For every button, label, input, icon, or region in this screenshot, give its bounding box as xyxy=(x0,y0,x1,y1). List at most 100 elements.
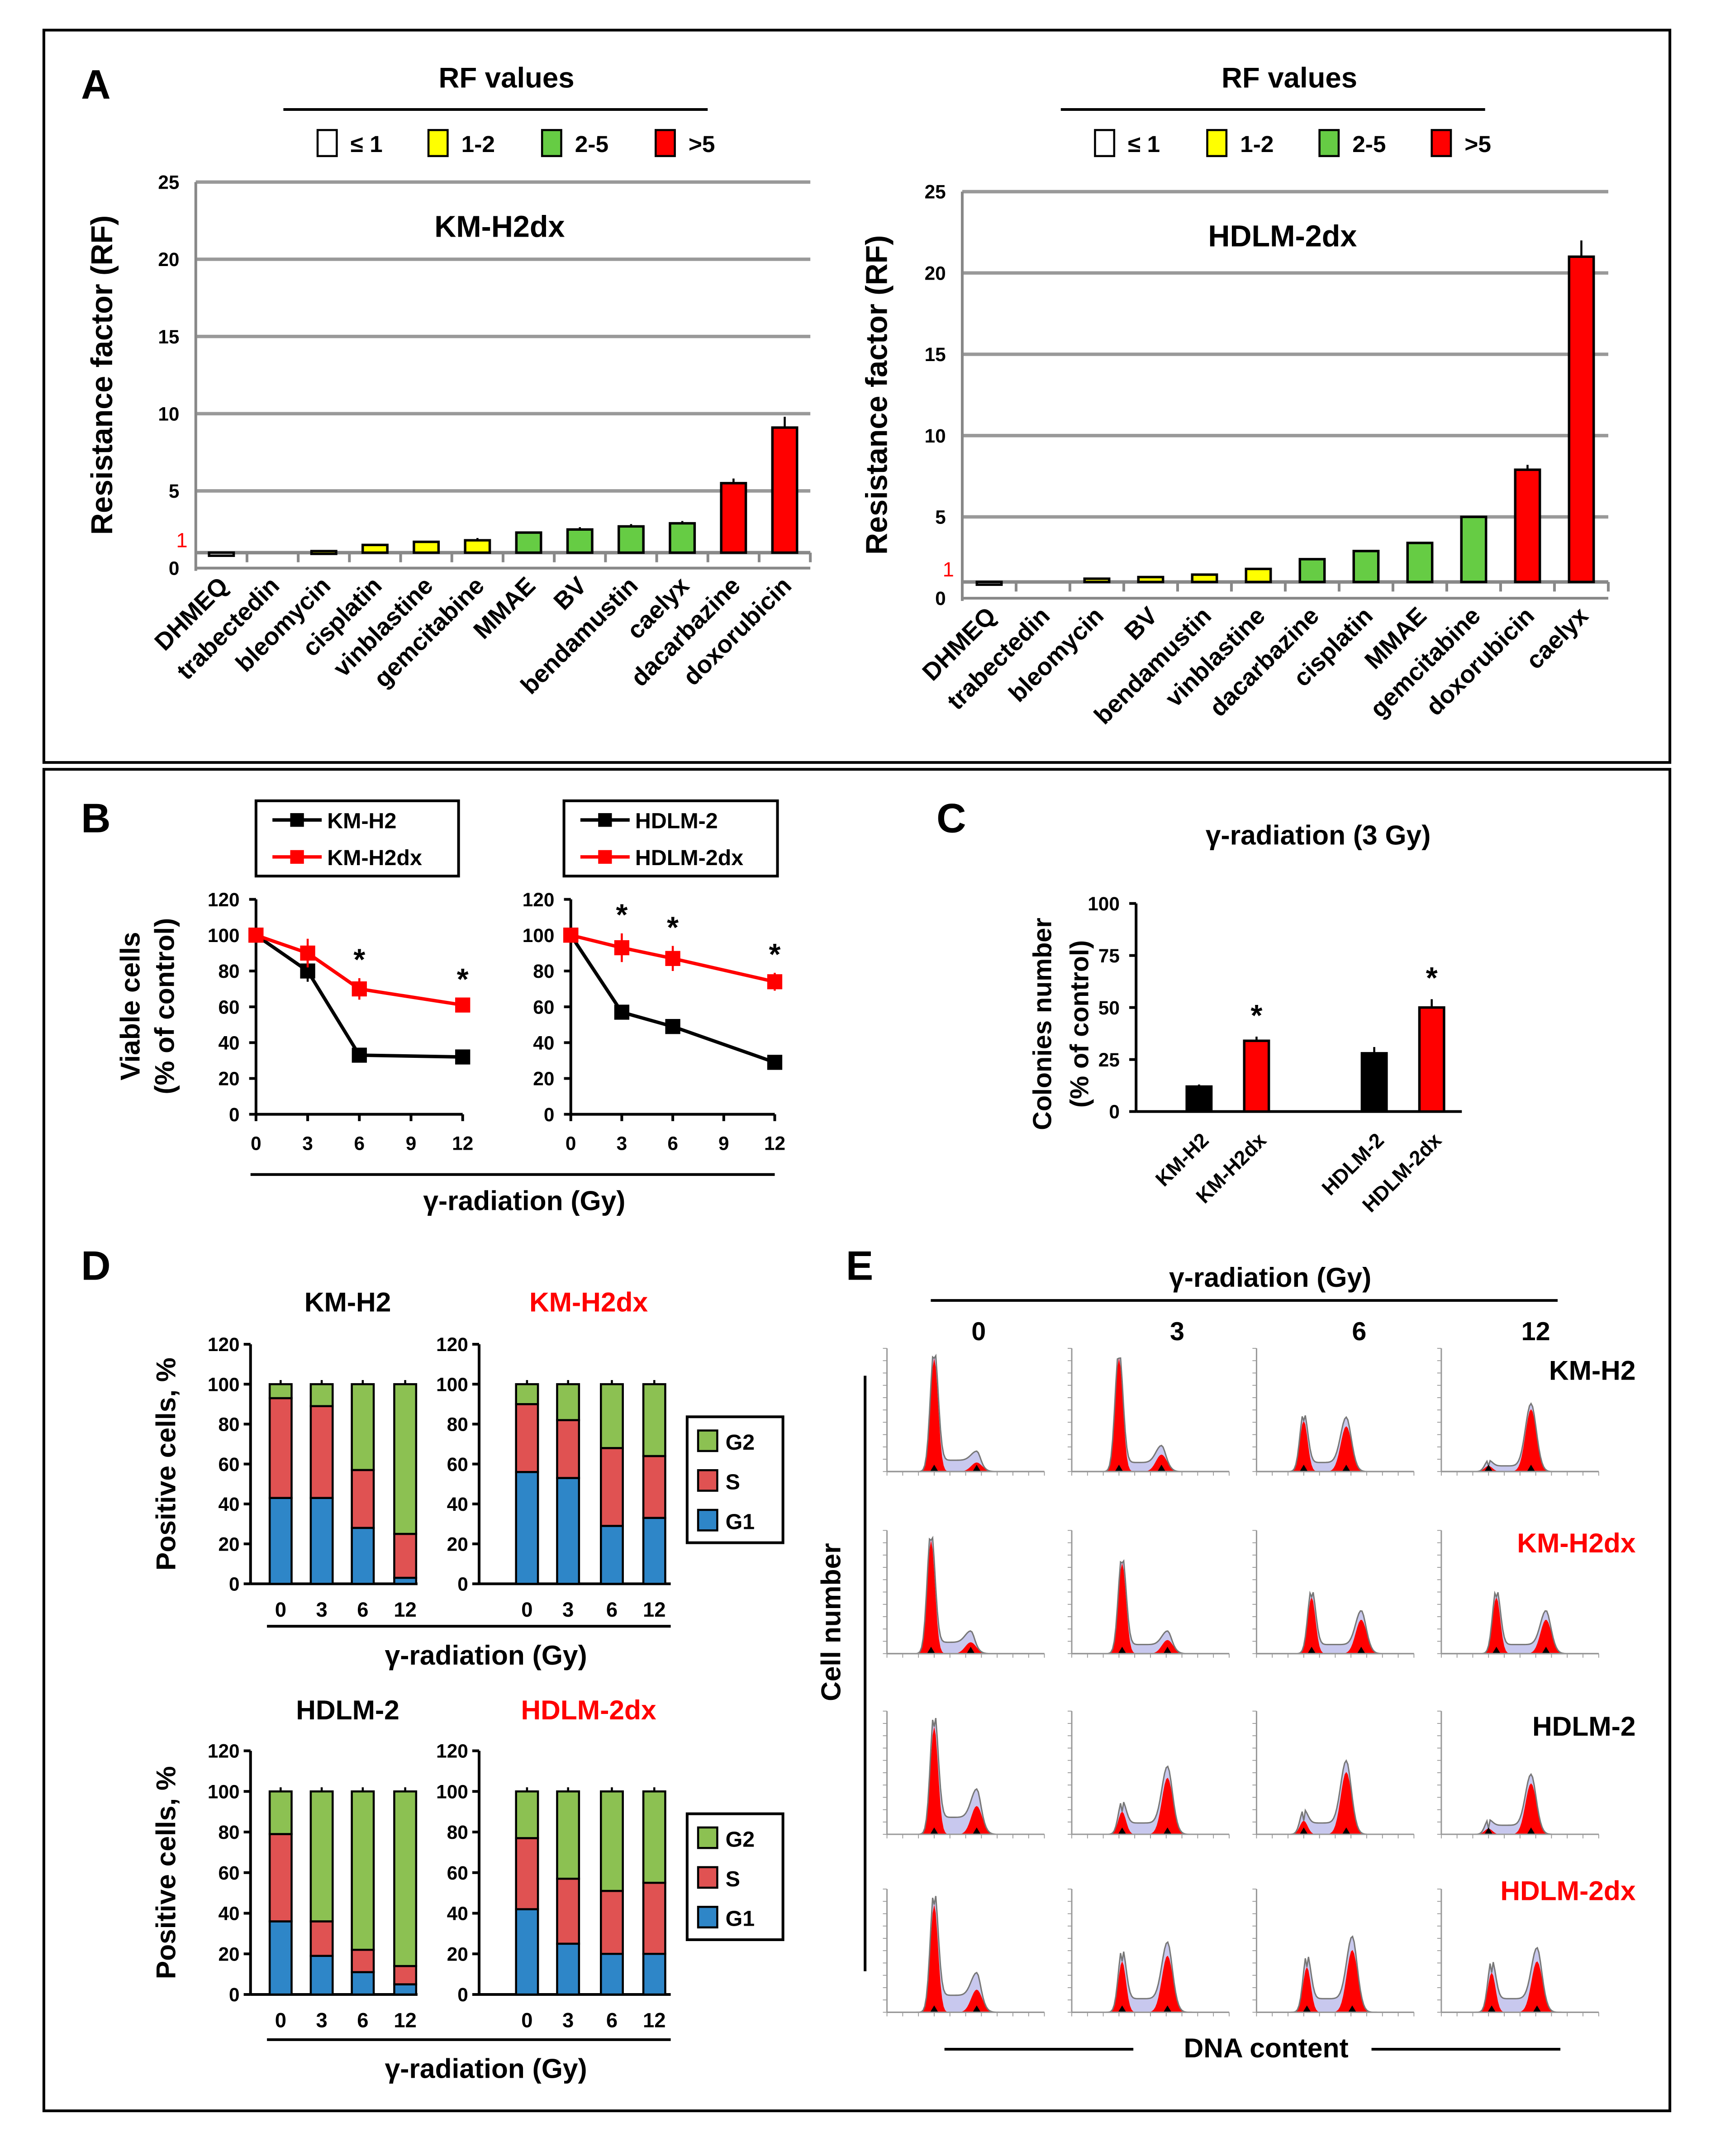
y-tick-label: 20 xyxy=(533,1068,554,1090)
baseline-label: 1 xyxy=(176,528,187,552)
legend-title: RF values xyxy=(438,62,574,94)
column-label: 0 xyxy=(971,1317,986,1346)
x-tick-label: 3 xyxy=(562,1598,574,1621)
s-phase-area xyxy=(1256,1415,1414,1472)
bar-segment-G1 xyxy=(393,1983,418,1996)
x-tick-label: 0 xyxy=(275,2009,286,2032)
significance-marker: * xyxy=(769,938,781,971)
legend-label: ≤ 1 xyxy=(1128,131,1160,157)
y-tick-label: 60 xyxy=(218,1454,239,1475)
panel-bcde-frame xyxy=(42,768,1672,2113)
data-point xyxy=(665,1019,680,1034)
significance-marker: * xyxy=(667,911,679,944)
data-point xyxy=(563,928,579,943)
x-tick-label: 12 xyxy=(394,2009,416,2032)
x-axis-title: γ-radiation (Gy) xyxy=(385,1640,587,1671)
bar-BV xyxy=(1137,576,1164,583)
bar-segment-G1 xyxy=(268,1920,293,1996)
bar-segment-S xyxy=(351,1949,375,1973)
bar-segment-S xyxy=(642,1455,666,1519)
bar-segment-S xyxy=(393,1533,418,1579)
bar-vinblastine xyxy=(413,540,440,554)
column-label: 6 xyxy=(1352,1317,1366,1346)
y-tick-label: 5 xyxy=(935,507,946,528)
legend-swatch-G1 xyxy=(697,1509,718,1532)
row-label: HDLM-2dx xyxy=(1500,1875,1635,1906)
legend-box xyxy=(254,799,460,878)
legend-label: 1-2 xyxy=(461,131,495,157)
y-tick-label: 25 xyxy=(925,181,946,203)
bar-segment-S xyxy=(556,1877,580,1945)
bar-segment-S xyxy=(515,1403,539,1473)
chart-title: HDLM-2dx xyxy=(521,1694,656,1725)
series-line-HDLM-2dx xyxy=(570,933,775,984)
bar-segment-G2 xyxy=(393,1383,418,1535)
data-point xyxy=(455,997,471,1013)
legend-label: G2 xyxy=(726,1827,755,1851)
bar-dacarbazine xyxy=(1298,558,1326,583)
chart-title: HDLM-2dx xyxy=(1208,220,1357,253)
y-tick-label: 60 xyxy=(218,996,239,1018)
y-tick-label: 20 xyxy=(218,1533,239,1555)
dna-histogram xyxy=(887,1718,1045,1835)
dna-histogram xyxy=(1256,1759,1414,1835)
bar-segment-G2 xyxy=(515,1790,539,1839)
legend-swatch-0 xyxy=(1094,129,1116,157)
legend-label: G1 xyxy=(726,1907,755,1931)
bar-DHMEQ xyxy=(975,581,1003,586)
bar-segment-S xyxy=(268,1397,293,1499)
y-tick-label: 40 xyxy=(218,1903,239,1924)
bar-bendamustin xyxy=(1191,573,1218,583)
y-tick-label: 20 xyxy=(158,249,179,270)
bar-segment-S xyxy=(351,1469,375,1529)
bar-HDLM-2dx xyxy=(1418,1006,1445,1113)
y-tick-label: 0 xyxy=(1109,1101,1120,1123)
y-tick-label: 0 xyxy=(935,588,946,609)
y-tick-label: 120 xyxy=(523,889,555,910)
x-tick-label: 3 xyxy=(562,2009,574,2032)
data-point xyxy=(614,1004,630,1020)
category-label: caelyx xyxy=(1521,602,1593,675)
bar-bleomycin xyxy=(310,550,337,555)
s-phase-area xyxy=(1441,1403,1599,1472)
y-tick-label: 0 xyxy=(457,1574,468,1595)
bar-segment-G2 xyxy=(393,1790,418,1967)
bar-segment-G1 xyxy=(600,1952,624,1996)
dna-histogram xyxy=(1441,1947,1599,2013)
panel-label-e: E xyxy=(846,1243,874,1289)
legend-marker xyxy=(290,813,304,827)
row-label: HDLM-2 xyxy=(1532,1711,1636,1742)
bar-KM-H2dx xyxy=(1243,1039,1270,1113)
s-phase-area xyxy=(1072,1766,1229,1835)
x-axis-title: DNA content xyxy=(1184,2032,1349,2063)
s-phase-area xyxy=(887,1896,1045,2013)
y-tick-label: 120 xyxy=(436,1741,468,1762)
legend-label: KM-H2dx xyxy=(327,846,422,870)
bar-segment-G1 xyxy=(309,1955,334,1996)
y-tick-label: 80 xyxy=(218,1822,239,1843)
y-tick-label: 100 xyxy=(208,925,240,946)
category-label: BV xyxy=(1119,602,1163,646)
legend-label: HDLM-2 xyxy=(635,809,718,833)
y-tick-label: 5 xyxy=(169,481,180,502)
histogram-outline xyxy=(1072,1357,1229,1472)
s-phase-area xyxy=(1072,1358,1229,1472)
significance-marker: * xyxy=(616,899,627,932)
legend-swatch-1 xyxy=(427,129,449,157)
legend-swatch-3 xyxy=(1431,129,1452,157)
bar-bendamustin xyxy=(618,525,645,554)
x-tick-label: 3 xyxy=(302,1133,313,1154)
bar-HDLM-2 xyxy=(1360,1052,1388,1113)
bar-segment-S xyxy=(515,1837,539,1910)
y-tick-label: 100 xyxy=(208,1374,240,1395)
y-tick-label: 0 xyxy=(457,1984,468,2005)
y-tick-label: 120 xyxy=(208,1334,240,1355)
histogram-outline xyxy=(1441,1590,1599,1655)
bar-segment-G2 xyxy=(515,1383,539,1405)
legend-label: KM-H2 xyxy=(327,809,396,833)
x-tick-label: 0 xyxy=(275,1598,286,1621)
y-axis-title: Cell number xyxy=(816,1543,846,1701)
g2-peak xyxy=(887,1642,1045,1654)
bar-MMAE xyxy=(1406,542,1434,583)
g1-peak xyxy=(887,1358,1045,1472)
